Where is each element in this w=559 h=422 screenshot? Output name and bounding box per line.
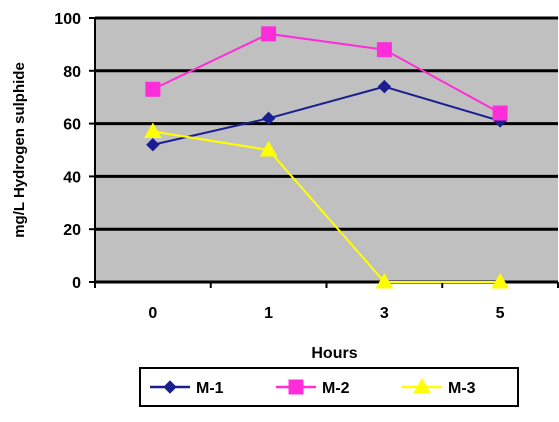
data-point-m-2 <box>261 26 277 42</box>
x-tick-label: 0 <box>148 305 157 322</box>
y-tick-label: 60 <box>63 117 81 134</box>
y-tick-label: 0 <box>72 275 81 292</box>
legend-marker <box>288 379 304 395</box>
x-tick-label: 1 <box>264 305 273 322</box>
data-point-m-1 <box>261 111 276 126</box>
x-tick-label: 5 <box>496 305 505 322</box>
data-point-m-2 <box>492 105 508 121</box>
data-point-m-2 <box>145 81 161 97</box>
series-lines <box>144 26 509 289</box>
legend-marker <box>163 380 177 394</box>
data-point-m-3 <box>144 122 162 139</box>
legend-label: M-3 <box>448 380 476 397</box>
data-point-m-2 <box>376 42 392 58</box>
gridlines <box>95 16 558 231</box>
x-axis-title: Hours <box>311 345 357 362</box>
series-line-m-3 <box>152 130 501 283</box>
series-line-m-2 <box>152 32 501 114</box>
y-tick-label: 80 <box>63 64 81 81</box>
x-tick-label: 3 <box>380 305 389 322</box>
legend-label: M-2 <box>322 380 350 397</box>
y-axis-title: mg/L Hydrogen sulphide <box>11 62 28 238</box>
data-point-m-3 <box>491 272 509 289</box>
plot-area <box>95 18 558 282</box>
data-point-m-3 <box>375 272 394 289</box>
legend-label: M-1 <box>196 380 224 397</box>
y-tick-label: 40 <box>63 169 81 186</box>
y-tick-label: 100 <box>54 11 81 28</box>
legend: M-1 M-2 M-3 <box>139 367 519 407</box>
y-tick-label: 20 <box>63 222 81 239</box>
series-line-m-1 <box>152 85 501 146</box>
data-point-m-3 <box>259 140 278 157</box>
legend-box <box>139 367 519 407</box>
legend-marker <box>413 377 431 394</box>
data-point-m-1 <box>377 79 392 94</box>
data-point-m-1 <box>146 138 160 152</box>
